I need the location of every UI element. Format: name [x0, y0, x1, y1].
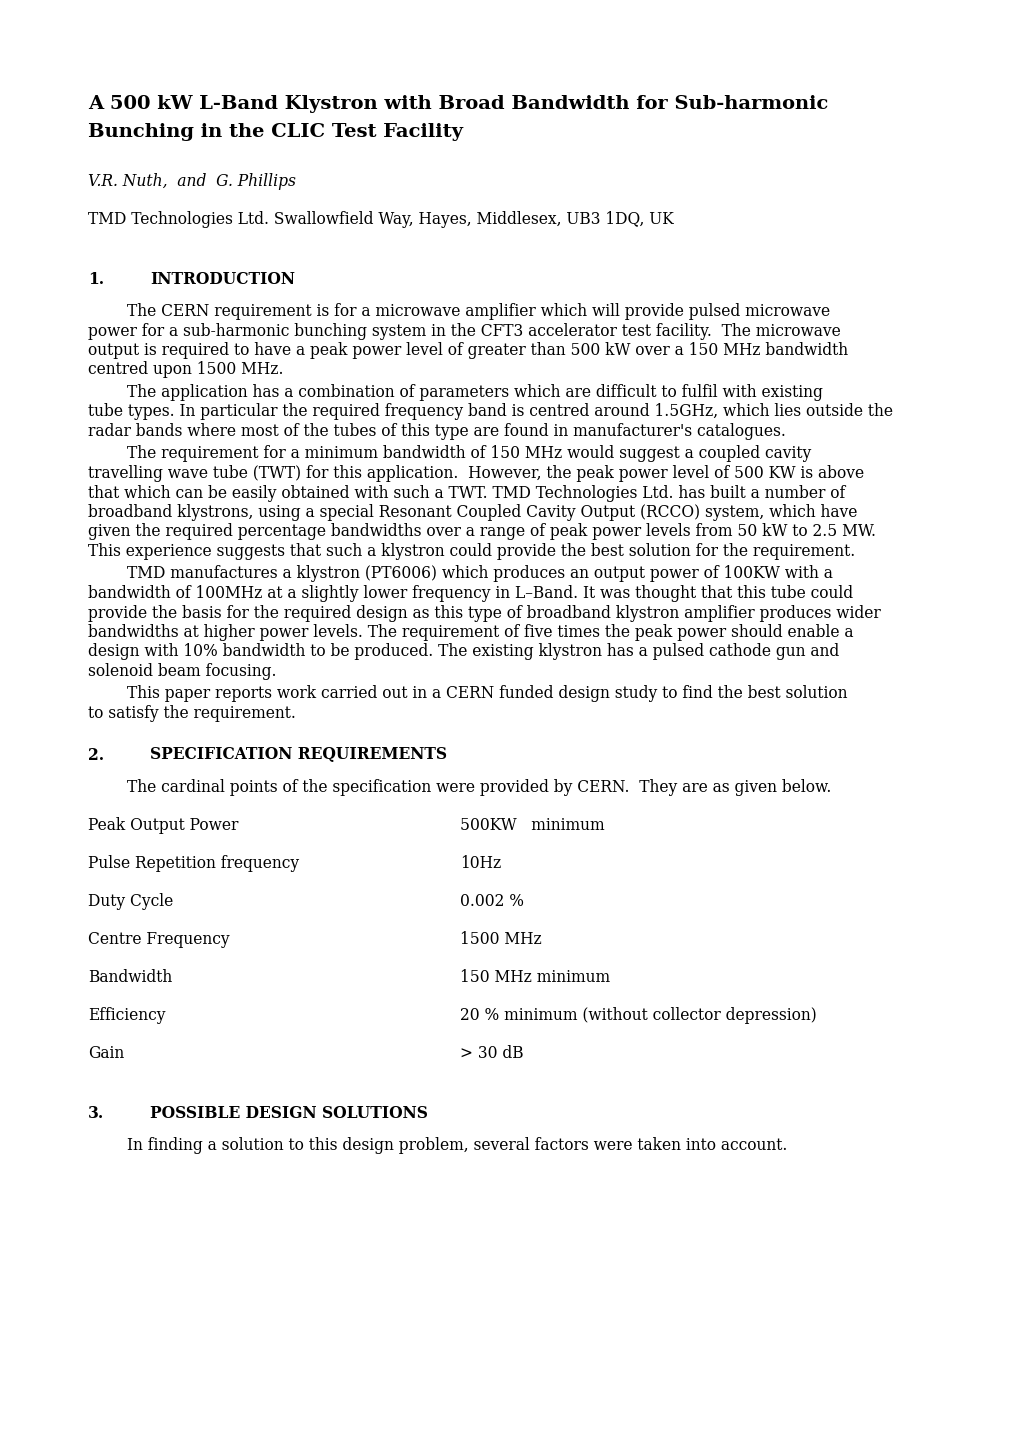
Text: The requirement for a minimum bandwidth of 150 MHz would suggest a coupled cavit: The requirement for a minimum bandwidth … — [88, 446, 810, 463]
Text: Bunching in the CLIC Test Facility: Bunching in the CLIC Test Facility — [88, 123, 463, 141]
Text: output is required to have a peak power level of greater than 500 kW over a 150 : output is required to have a peak power … — [88, 342, 847, 359]
Text: TMD Technologies Ltd. Swallowfield Way, Hayes, Middlesex, UB3 1DQ, UK: TMD Technologies Ltd. Swallowfield Way, … — [88, 211, 674, 228]
Text: Peak Output Power: Peak Output Power — [88, 817, 238, 834]
Text: The cardinal points of the specification were provided by CERN.  They are as giv: The cardinal points of the specification… — [88, 779, 830, 795]
Text: 0.002 %: 0.002 % — [460, 893, 524, 909]
Text: POSSIBLE DESIGN SOLUTIONS: POSSIBLE DESIGN SOLUTIONS — [150, 1104, 427, 1121]
Text: centred upon 1500 MHz.: centred upon 1500 MHz. — [88, 362, 283, 378]
Text: 500KW   minimum: 500KW minimum — [460, 817, 604, 834]
Text: SPECIFICATION REQUIREMENTS: SPECIFICATION REQUIREMENTS — [150, 746, 446, 763]
Text: The CERN requirement is for a microwave amplifier which will provide pulsed micr: The CERN requirement is for a microwave … — [88, 303, 829, 320]
Text: Efficiency: Efficiency — [88, 1007, 165, 1023]
Text: This paper reports work carried out in a CERN funded design study to find the be: This paper reports work carried out in a… — [88, 685, 847, 703]
Text: In finding a solution to this design problem, several factors were taken into ac: In finding a solution to this design pro… — [88, 1137, 787, 1153]
Text: 1500 MHz: 1500 MHz — [460, 931, 541, 948]
Text: Bandwidth: Bandwidth — [88, 968, 172, 986]
Text: 10Hz: 10Hz — [460, 854, 500, 872]
Text: given the required percentage bandwidths over a range of peak power levels from : given the required percentage bandwidths… — [88, 524, 875, 541]
Text: broadband klystrons, using a special Resonant Coupled Cavity Output (RCCO) syste: broadband klystrons, using a special Res… — [88, 504, 857, 521]
Text: provide the basis for the required design as this type of broadband klystron amp: provide the basis for the required desig… — [88, 605, 879, 622]
Text: 150 MHz minimum: 150 MHz minimum — [460, 968, 609, 986]
Text: Centre Frequency: Centre Frequency — [88, 931, 229, 948]
Text: TMD manufactures a klystron (PT6006) which produces an output power of 100KW wit: TMD manufactures a klystron (PT6006) whi… — [88, 566, 833, 583]
Text: > 30 dB: > 30 dB — [460, 1045, 523, 1062]
Text: 1.: 1. — [88, 271, 104, 289]
Text: travelling wave tube (TWT) for this application.  However, the peak power level : travelling wave tube (TWT) for this appl… — [88, 465, 863, 482]
Text: 2.: 2. — [88, 746, 104, 763]
Text: The application has a combination of parameters which are difficult to fulfil wi: The application has a combination of par… — [88, 384, 822, 401]
Text: bandwidth of 100MHz at a slightly lower frequency in L–Band. It was thought that: bandwidth of 100MHz at a slightly lower … — [88, 584, 852, 602]
Text: to satisfy the requirement.: to satisfy the requirement. — [88, 706, 296, 722]
Text: 3.: 3. — [88, 1104, 104, 1121]
Text: Duty Cycle: Duty Cycle — [88, 893, 173, 909]
Text: that which can be easily obtained with such a TWT. TMD Technologies Ltd. has bui: that which can be easily obtained with s… — [88, 485, 845, 502]
Text: A 500 kW L-Band Klystron with Broad Bandwidth for Sub-harmonic: A 500 kW L-Band Klystron with Broad Band… — [88, 95, 827, 113]
Text: Pulse Repetition frequency: Pulse Repetition frequency — [88, 854, 299, 872]
Text: 20 % minimum (without collector depression): 20 % minimum (without collector depressi… — [460, 1007, 816, 1023]
Text: Gain: Gain — [88, 1045, 124, 1062]
Text: design with 10% bandwidth to be produced. The existing klystron has a pulsed cat: design with 10% bandwidth to be produced… — [88, 644, 839, 661]
Text: solenoid beam focusing.: solenoid beam focusing. — [88, 662, 276, 680]
Text: bandwidths at higher power levels. The requirement of five times the peak power : bandwidths at higher power levels. The r… — [88, 623, 853, 641]
Text: power for a sub-harmonic bunching system in the CFT3 accelerator test facility. : power for a sub-harmonic bunching system… — [88, 322, 840, 339]
Text: INTRODUCTION: INTRODUCTION — [150, 271, 294, 289]
Text: tube types. In particular the required frequency band is centred around 1.5GHz, : tube types. In particular the required f… — [88, 404, 892, 420]
Text: V.R. Nuth,  and  G. Phillips: V.R. Nuth, and G. Phillips — [88, 173, 296, 190]
Text: radar bands where most of the tubes of this type are found in manufacturer's cat: radar bands where most of the tubes of t… — [88, 423, 785, 440]
Text: This experience suggests that such a klystron could provide the best solution fo: This experience suggests that such a kly… — [88, 543, 854, 560]
